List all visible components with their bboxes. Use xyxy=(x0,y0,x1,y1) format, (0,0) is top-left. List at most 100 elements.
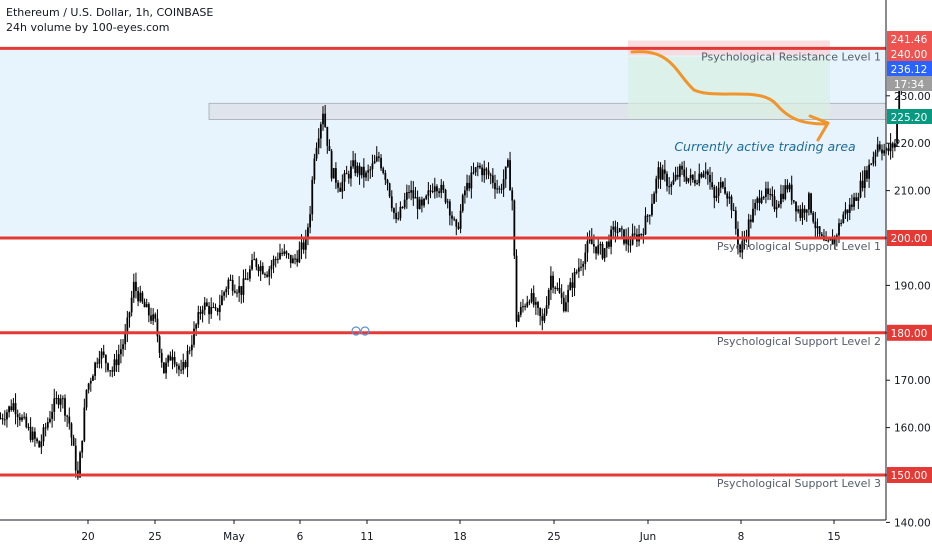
candle-body xyxy=(679,165,681,177)
candle-body xyxy=(158,336,161,353)
candle-body xyxy=(797,209,800,212)
candle-body xyxy=(633,233,636,235)
candle-body xyxy=(840,222,843,224)
volume-subtitle: 24h volume by 100-eyes.com xyxy=(6,21,170,34)
candle-body xyxy=(160,352,163,363)
candle-body xyxy=(509,160,511,191)
candle-body xyxy=(504,166,507,180)
candle-body xyxy=(691,174,694,180)
candle-body xyxy=(317,138,320,148)
candle-body xyxy=(562,297,565,312)
candle-body xyxy=(661,169,664,180)
candle-body xyxy=(195,324,198,329)
candle-body xyxy=(188,350,191,352)
candle-body xyxy=(483,168,486,176)
level-axis-tag-text: 150.00 xyxy=(891,470,928,482)
candle-body xyxy=(457,226,460,229)
candle-body xyxy=(405,192,408,200)
y-tick-label: 170.00 xyxy=(894,375,931,387)
candle-body xyxy=(401,206,404,208)
candle-body xyxy=(537,302,539,308)
candle-body xyxy=(767,188,769,195)
candle-body xyxy=(730,196,733,211)
candle-body xyxy=(608,241,610,247)
candle-body xyxy=(715,195,718,198)
candle-body xyxy=(229,279,232,281)
candle-body xyxy=(31,431,34,440)
candle-body xyxy=(126,317,129,334)
candle-body xyxy=(534,302,537,305)
candle-body xyxy=(446,201,449,203)
price-tag xyxy=(887,76,932,91)
candle-body xyxy=(51,411,53,419)
candle-body xyxy=(350,166,352,179)
candle-body xyxy=(711,182,714,188)
candle-body xyxy=(287,253,290,255)
candle-body xyxy=(408,192,410,194)
candle-body xyxy=(201,309,204,314)
candle-body xyxy=(16,414,19,418)
candle-body xyxy=(575,271,578,273)
candle-body xyxy=(769,194,772,196)
candle-body xyxy=(154,314,157,319)
candle-body xyxy=(186,350,189,368)
candle-body xyxy=(648,215,651,217)
candle-body xyxy=(668,186,671,188)
candle-body xyxy=(853,197,855,207)
candle-body xyxy=(257,266,260,272)
candle-body xyxy=(681,165,683,170)
candle-body xyxy=(332,168,335,179)
candle-body xyxy=(104,354,107,364)
candle-body xyxy=(567,289,569,303)
candle-body xyxy=(378,156,380,158)
y-tick-label: 230.00 xyxy=(894,91,931,103)
candle-body xyxy=(590,238,593,245)
candle-body xyxy=(251,260,253,270)
x-tick-label: 20 xyxy=(81,531,94,543)
x-tick-label: 8 xyxy=(738,531,745,543)
candle-body xyxy=(666,173,668,187)
candle-body xyxy=(752,208,754,222)
candle-body xyxy=(848,204,851,213)
y-tick-label: 220.00 xyxy=(894,138,931,150)
candle-body xyxy=(270,265,273,270)
candle-body xyxy=(603,248,606,259)
candle-body xyxy=(672,180,675,185)
candle-body xyxy=(72,437,75,446)
candle-body xyxy=(326,126,329,147)
candle-body xyxy=(339,187,342,192)
candle-body xyxy=(644,215,647,235)
candle-body xyxy=(137,290,139,302)
candle-body xyxy=(846,209,849,213)
candle-body xyxy=(838,223,840,236)
x-tick-label: 15 xyxy=(827,531,840,543)
candle-body xyxy=(141,292,144,302)
candle-body xyxy=(358,165,361,176)
candle-body xyxy=(264,273,266,275)
low-marker-circle xyxy=(351,326,361,336)
candle-body xyxy=(876,144,879,153)
candle-body xyxy=(182,362,185,370)
candle-body xyxy=(760,197,763,204)
candle-body xyxy=(18,417,21,421)
candle-body xyxy=(741,241,744,253)
candle-body xyxy=(85,389,88,408)
candle-body xyxy=(709,174,711,183)
x-tick-label: 18 xyxy=(453,531,466,543)
price-tag-text: 17:34 xyxy=(894,79,925,91)
candle-body xyxy=(216,308,219,312)
candle-body xyxy=(498,188,501,190)
candle-body xyxy=(130,297,133,313)
candle-body xyxy=(367,170,370,173)
candle-body xyxy=(10,406,13,411)
candle-body xyxy=(100,351,103,359)
candle-body xyxy=(861,180,864,188)
candle-body xyxy=(395,212,397,219)
candle-body xyxy=(66,415,69,417)
candle-body xyxy=(324,113,327,127)
candle-body xyxy=(863,170,866,188)
candle-body xyxy=(184,362,187,368)
candle-body xyxy=(859,180,862,198)
candle-body xyxy=(896,110,898,144)
